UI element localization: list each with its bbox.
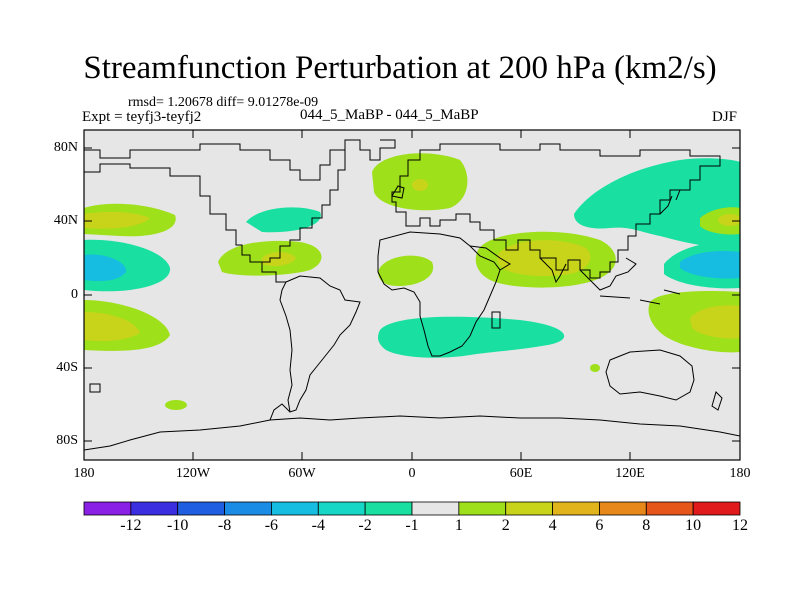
coast-north-america	[84, 143, 346, 263]
contour-neg2-pacific-right-eq	[680, 251, 740, 279]
contour-neg-s-atlantic	[378, 316, 565, 358]
coast-eurasia	[391, 143, 721, 279]
lon-label-120e: 120E	[615, 466, 645, 481]
colorbar-label: -1	[405, 517, 419, 534]
coast-se-asia	[579, 257, 637, 291]
colorbar-label: 6	[595, 517, 604, 534]
lat-label-0: 0	[71, 287, 78, 302]
contour-pos2-n-atlantic	[412, 179, 428, 191]
colorbar-label: 8	[642, 517, 651, 534]
contour-pos-blob-right	[590, 364, 600, 372]
contour-neg-ne-pacific	[246, 207, 321, 233]
lat-label-80n: 80N	[53, 140, 78, 155]
colorbar-box	[411, 501, 460, 516]
colorbar-label: -6	[264, 517, 279, 534]
lon-label-60e: 60E	[509, 466, 533, 481]
colorbar-box	[645, 501, 694, 516]
contour-fills	[84, 139, 740, 451]
colorbar-label: -10	[167, 517, 189, 534]
coast-indonesia	[599, 289, 681, 305]
coast-africa	[377, 231, 501, 357]
coastlines	[84, 139, 740, 451]
coast-australia	[605, 349, 695, 401]
coast-antarctica	[84, 415, 740, 451]
coast-falklands	[89, 383, 101, 393]
coast-south-america	[279, 275, 361, 413]
lat-label-80s: 80S	[56, 433, 78, 448]
lat-label-40s: 40S	[56, 360, 78, 375]
colorbar-box	[364, 501, 413, 516]
coast-madagascar	[491, 311, 501, 329]
colorbar-box	[271, 501, 319, 516]
colorbar-label: -2	[358, 517, 372, 534]
coast-uk	[391, 185, 405, 199]
lon-ticks	[192, 130, 631, 460]
colorbar-label: 2	[501, 517, 510, 534]
experiment-label: Expt = teyfj3-teyfj2	[82, 109, 202, 125]
coast-antarctic-peninsula	[269, 403, 291, 421]
lat-label-40n: 40N	[53, 213, 78, 228]
contour-neg2-west-15n	[84, 254, 127, 282]
lon-label-180-left: 180	[73, 466, 95, 481]
contour-pos-africa	[378, 255, 434, 286]
colorbar-box	[130, 501, 179, 516]
colorbar-box	[177, 501, 225, 516]
colorbar-box	[692, 501, 741, 516]
colorbar-box	[505, 501, 553, 516]
lon-label-180-right: 180	[729, 466, 751, 481]
colorbar-label: 12	[732, 517, 748, 534]
contour-pos-blob-60s	[165, 400, 187, 410]
contour-pos2-pacific-right-40n	[718, 214, 740, 226]
colorbar-label: 1	[454, 517, 463, 534]
plot-title: Streamfunction Perturbation at 200 hPa (…	[83, 50, 717, 86]
coast-india	[539, 257, 567, 284]
lat-ticks	[84, 147, 740, 442]
lon-label-60w: 60W	[288, 466, 316, 481]
season-label: DJF	[712, 109, 738, 125]
colorbar-box	[458, 501, 507, 516]
colorbar-label: 4	[548, 517, 557, 534]
colorbar-label: -8	[217, 517, 232, 534]
coast-central-america	[250, 261, 286, 283]
lon-label-0: 0	[408, 466, 416, 481]
contour-pos2-pacific-right-20s	[690, 305, 740, 339]
colorbar-box	[599, 501, 647, 516]
coast-new-zealand	[711, 391, 723, 411]
coast-arabia	[469, 245, 511, 271]
colorbar-label: -4	[311, 517, 325, 534]
colorbar-box	[224, 501, 272, 516]
coast-japan	[659, 189, 681, 215]
colorbar-label: -12	[120, 517, 142, 534]
lon-label-120w: 120W	[175, 466, 211, 481]
colorbar-box	[83, 501, 132, 516]
contour-neg-nw-pacific	[574, 158, 740, 249]
contour-pos2-west-40n	[84, 211, 150, 229]
rmsd-label: rmsd= 1.20678 diff= 9.01278e-09	[128, 95, 319, 110]
colorbar-box	[317, 501, 366, 516]
colorbar-label: 10	[685, 517, 702, 534]
colorbar-box	[552, 501, 600, 516]
period-label: 044_5_MaBP - 044_5_MaBP	[300, 107, 479, 123]
coast-greenland	[344, 139, 396, 161]
contour-pos2-west-20s	[84, 312, 140, 342]
